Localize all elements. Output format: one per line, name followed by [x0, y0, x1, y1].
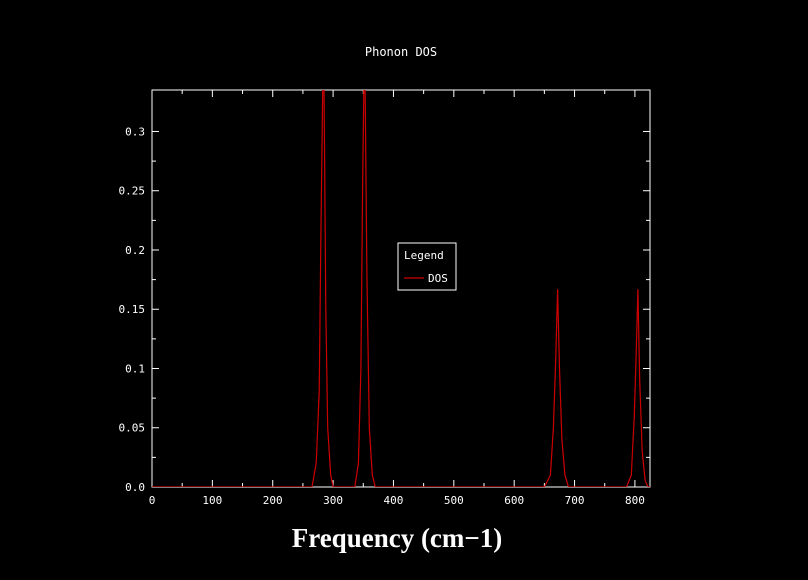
legend-entry-label: DOS [428, 272, 448, 285]
y-tick-label: 0.05 [119, 422, 146, 435]
chart-title: Phonon DOS [365, 45, 437, 59]
y-tick-label: 0.1 [125, 362, 145, 375]
dos-line-series [152, 90, 650, 487]
x-tick-label: 200 [263, 494, 283, 507]
series-dos-polyline [152, 90, 650, 487]
x-axis-label: Frequency (cm−1) [292, 523, 503, 553]
y-tick-label: 0.15 [119, 303, 146, 316]
x-tick-label: 600 [504, 494, 524, 507]
x-tick-label: 500 [444, 494, 464, 507]
x-tick-label: 100 [202, 494, 222, 507]
x-tick-label: 300 [323, 494, 343, 507]
x-tick-label: 400 [384, 494, 404, 507]
y-tick-label: 0.3 [125, 125, 145, 138]
legend: Legend DOS [397, 242, 457, 291]
y-tick-label: 0.0 [125, 481, 145, 494]
x-tick-label: 800 [625, 494, 645, 507]
legend-frame [397, 242, 457, 291]
legend-title: Legend [404, 249, 444, 262]
y-tick-label: 0.25 [119, 185, 146, 198]
y-tick-label: 0.2 [125, 244, 145, 257]
x-tick-label: 0 [149, 494, 156, 507]
x-tick-label: 700 [565, 494, 585, 507]
axis-ticks: 0 100 200 300 400 500 600 700 800 0.0 0.05 0.1 0.15 0… [119, 90, 650, 507]
